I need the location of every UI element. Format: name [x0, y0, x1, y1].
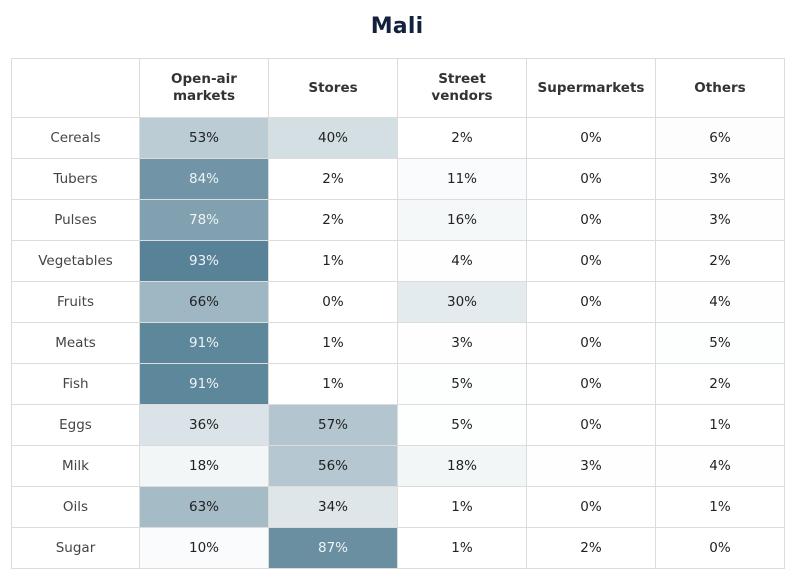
chart-title: Mali [370, 14, 424, 39]
row-label: Sugar [11, 527, 140, 569]
heatmap-cell: 1% [397, 486, 527, 528]
header-line: Supermarkets [537, 79, 645, 96]
heatmap-cell: 1% [397, 527, 527, 569]
table-row: Eggs 36% 57% 5% 0% 1% [11, 404, 785, 446]
heatmap-cell: 57% [268, 404, 398, 446]
table-row: Milk 18% 56% 18% 3% 4% [11, 445, 785, 487]
heatmap-cell: 66% [139, 281, 269, 323]
heatmap-cell: 5% [655, 322, 785, 364]
row-label: Cereals [11, 117, 140, 159]
header-row: Open-air markets Stores Street vendors Sup… [11, 58, 785, 118]
heatmap-cell: 5% [397, 363, 527, 405]
table-row: Oils 63% 34% 1% 0% 1% [11, 486, 785, 528]
heatmap-cell: 1% [655, 404, 785, 446]
heatmap-cell: 2% [655, 240, 785, 282]
header-line: Others [694, 79, 746, 96]
heatmap-cell: 0% [526, 363, 656, 405]
heatmap-cell: 0% [526, 486, 656, 528]
column-header-supermarkets: Supermarkets [526, 58, 656, 118]
heatmap-cell: 0% [526, 240, 656, 282]
heatmap-cell: 11% [397, 158, 527, 200]
heatmap-cell: 63% [139, 486, 269, 528]
heatmap-cell: 1% [268, 363, 398, 405]
heatmap-cell: 2% [655, 363, 785, 405]
heatmap-cell: 10% [139, 527, 269, 569]
heatmap-table: Open-air markets Stores Street vendors Sup… [11, 58, 785, 569]
heatmap-cell: 18% [139, 445, 269, 487]
heatmap-cell: 3% [655, 158, 785, 200]
heatmap-cell: 1% [268, 240, 398, 282]
header-line: Stores [308, 79, 358, 96]
column-header-stores: Stores [268, 58, 398, 118]
heatmap-cell: 0% [526, 404, 656, 446]
heatmap-cell: 87% [268, 527, 398, 569]
heatmap-cell: 2% [268, 199, 398, 241]
row-label: Milk [11, 445, 140, 487]
heatmap-cell: 2% [268, 158, 398, 200]
heatmap-cell: 3% [526, 445, 656, 487]
heatmap-cell: 78% [139, 199, 269, 241]
table-row: Sugar 10% 87% 1% 2% 0% [11, 527, 785, 569]
heatmap-cell: 0% [526, 158, 656, 200]
table-row: Fruits 66% 0% 30% 0% 4% [11, 281, 785, 323]
row-label: Oils [11, 486, 140, 528]
header-line: markets [172, 88, 236, 104]
table-row: Tubers 84% 2% 11% 0% 3% [11, 158, 785, 200]
row-label: Meats [11, 322, 140, 364]
heatmap-cell: 3% [655, 199, 785, 241]
table-row: Pulses 78% 2% 16% 0% 3% [11, 199, 785, 241]
header-line: Street [438, 71, 486, 87]
heatmap-cell: 36% [139, 404, 269, 446]
heatmap-cell: 40% [268, 117, 398, 159]
column-header-others: Others [655, 58, 785, 118]
row-label: Vegetables [11, 240, 140, 282]
heatmap-cell: 4% [655, 281, 785, 323]
heatmap-cell: 1% [268, 322, 398, 364]
heatmap-cell: 56% [268, 445, 398, 487]
heatmap-cell: 0% [526, 117, 656, 159]
heatmap-cell: 30% [397, 281, 527, 323]
row-label: Tubers [11, 158, 140, 200]
heatmap-cell: 0% [526, 281, 656, 323]
heatmap-cell: 53% [139, 117, 269, 159]
heatmap-cell: 0% [526, 199, 656, 241]
heatmap-cell: 2% [397, 117, 527, 159]
row-label: Eggs [11, 404, 140, 446]
table-row: Cereals 53% 40% 2% 0% 6% [11, 117, 785, 159]
row-label: Pulses [11, 199, 140, 241]
heatmap-cell: 1% [655, 486, 785, 528]
corner-cell [11, 58, 140, 118]
heatmap-cell: 0% [655, 527, 785, 569]
heatmap-cell: 3% [397, 322, 527, 364]
header-line: Open-air [171, 71, 237, 87]
heatmap-cell: 2% [526, 527, 656, 569]
heatmap-cell: 91% [139, 363, 269, 405]
table-row: Vegetables 93% 1% 4% 0% 2% [11, 240, 785, 282]
heatmap-cell: 0% [526, 322, 656, 364]
heatmap-cell: 5% [397, 404, 527, 446]
heatmap-cell: 84% [139, 158, 269, 200]
heatmap-cell: 6% [655, 117, 785, 159]
heatmap-body: Cereals 53% 40% 2% 0% 6% Tubers 84% 2% 11% 0% 3% Pul… [11, 117, 785, 569]
column-header-street-vendors: Street vendors [397, 58, 527, 118]
heatmap-cell: 16% [397, 199, 527, 241]
row-label: Fruits [11, 281, 140, 323]
heatmap-cell: 93% [139, 240, 269, 282]
heatmap-cell: 91% [139, 322, 269, 364]
column-header-open-air-markets: Open-air markets [139, 58, 269, 118]
heatmap-cell: 0% [268, 281, 398, 323]
heatmap-cell: 4% [655, 445, 785, 487]
header-line: vendors [431, 88, 493, 104]
heatmap-cell: 34% [268, 486, 398, 528]
table-row: Meats 91% 1% 3% 0% 5% [11, 322, 785, 364]
row-label: Fish [11, 363, 140, 405]
table-row: Fish 91% 1% 5% 0% 2% [11, 363, 785, 405]
heatmap-cell: 18% [397, 445, 527, 487]
heatmap-cell: 4% [397, 240, 527, 282]
